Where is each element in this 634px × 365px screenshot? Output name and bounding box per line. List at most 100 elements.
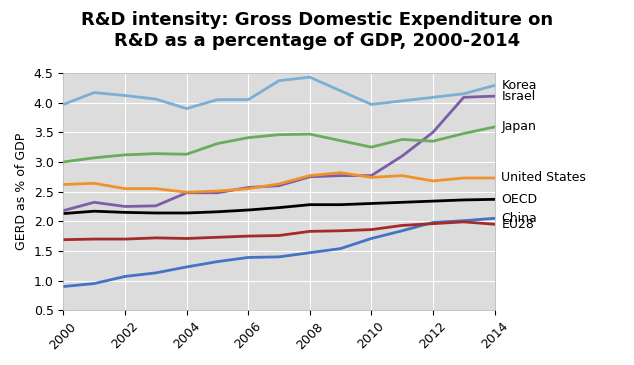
United States bbox=[214, 189, 221, 193]
United States bbox=[398, 173, 406, 178]
Korea bbox=[214, 97, 221, 102]
Japan bbox=[275, 132, 283, 137]
Japan bbox=[121, 153, 129, 157]
OECD bbox=[429, 199, 437, 203]
Text: Korea: Korea bbox=[501, 79, 537, 92]
Japan bbox=[91, 155, 98, 160]
OECD bbox=[244, 208, 252, 212]
China bbox=[214, 260, 221, 264]
EU28 bbox=[214, 235, 221, 239]
EU28 bbox=[398, 223, 406, 228]
Japan bbox=[429, 139, 437, 143]
OECD bbox=[491, 197, 498, 201]
China bbox=[152, 271, 160, 275]
Line: Korea: Korea bbox=[63, 77, 495, 109]
EU28 bbox=[183, 236, 190, 241]
Japan bbox=[214, 141, 221, 146]
China bbox=[60, 284, 67, 289]
United States bbox=[244, 187, 252, 191]
Israel bbox=[60, 208, 67, 213]
Korea bbox=[244, 97, 252, 102]
OECD bbox=[275, 205, 283, 210]
OECD bbox=[368, 201, 375, 206]
Korea bbox=[460, 92, 467, 96]
Israel bbox=[306, 174, 314, 179]
United States bbox=[306, 173, 314, 178]
Israel bbox=[337, 173, 344, 178]
EU28 bbox=[152, 236, 160, 240]
Line: United States: United States bbox=[63, 173, 495, 192]
Japan bbox=[460, 131, 467, 136]
Japan bbox=[183, 152, 190, 157]
Korea bbox=[152, 97, 160, 101]
Israel bbox=[491, 94, 498, 98]
Text: R&D intensity: Gross Domestic Expenditure on
R&D as a percentage of GDP, 2000-20: R&D intensity: Gross Domestic Expenditur… bbox=[81, 11, 553, 50]
OECD bbox=[460, 198, 467, 202]
United States bbox=[491, 176, 498, 180]
China bbox=[368, 236, 375, 241]
EU28 bbox=[244, 234, 252, 238]
Israel bbox=[121, 204, 129, 209]
Korea bbox=[429, 95, 437, 100]
Japan bbox=[491, 125, 498, 129]
China bbox=[244, 255, 252, 260]
China bbox=[429, 220, 437, 224]
United States bbox=[429, 179, 437, 183]
United States bbox=[121, 187, 129, 191]
Korea bbox=[306, 75, 314, 79]
United States bbox=[368, 175, 375, 180]
Israel bbox=[152, 204, 160, 208]
OECD bbox=[306, 203, 314, 207]
United States bbox=[60, 182, 67, 187]
China bbox=[91, 281, 98, 286]
China bbox=[460, 219, 467, 223]
Line: China: China bbox=[63, 218, 495, 287]
Israel bbox=[214, 191, 221, 195]
United States bbox=[91, 181, 98, 185]
Japan bbox=[368, 145, 375, 149]
United States bbox=[183, 190, 190, 195]
Line: EU28: EU28 bbox=[63, 222, 495, 240]
Israel bbox=[398, 154, 406, 158]
Line: Japan: Japan bbox=[63, 127, 495, 162]
OECD bbox=[214, 210, 221, 214]
Text: Japan: Japan bbox=[501, 120, 536, 134]
Korea bbox=[275, 78, 283, 83]
EU28 bbox=[491, 222, 498, 226]
Japan bbox=[152, 151, 160, 156]
Israel bbox=[275, 184, 283, 188]
Korea bbox=[398, 99, 406, 103]
Korea bbox=[337, 89, 344, 93]
Korea bbox=[91, 91, 98, 95]
Text: United States: United States bbox=[501, 172, 586, 184]
EU28 bbox=[368, 227, 375, 232]
United States bbox=[275, 182, 283, 186]
Israel bbox=[429, 130, 437, 135]
Text: Israel: Israel bbox=[501, 90, 536, 103]
China bbox=[183, 265, 190, 269]
Korea bbox=[183, 107, 190, 111]
Korea bbox=[368, 102, 375, 107]
Israel bbox=[460, 95, 467, 100]
EU28 bbox=[460, 220, 467, 224]
China bbox=[275, 255, 283, 259]
OECD bbox=[183, 211, 190, 215]
EU28 bbox=[121, 237, 129, 241]
EU28 bbox=[306, 229, 314, 234]
Text: China: China bbox=[501, 212, 537, 225]
Israel bbox=[368, 173, 375, 178]
China bbox=[398, 228, 406, 233]
Text: EU28: EU28 bbox=[501, 218, 534, 231]
EU28 bbox=[337, 228, 344, 233]
Korea bbox=[491, 83, 498, 88]
Japan bbox=[337, 138, 344, 143]
EU28 bbox=[429, 222, 437, 226]
OECD bbox=[152, 211, 160, 215]
Y-axis label: GERD as % of GDP: GERD as % of GDP bbox=[15, 133, 28, 250]
China bbox=[491, 216, 498, 220]
Israel bbox=[91, 200, 98, 204]
Korea bbox=[121, 93, 129, 98]
OECD bbox=[121, 210, 129, 215]
OECD bbox=[91, 209, 98, 214]
United States bbox=[152, 187, 160, 191]
